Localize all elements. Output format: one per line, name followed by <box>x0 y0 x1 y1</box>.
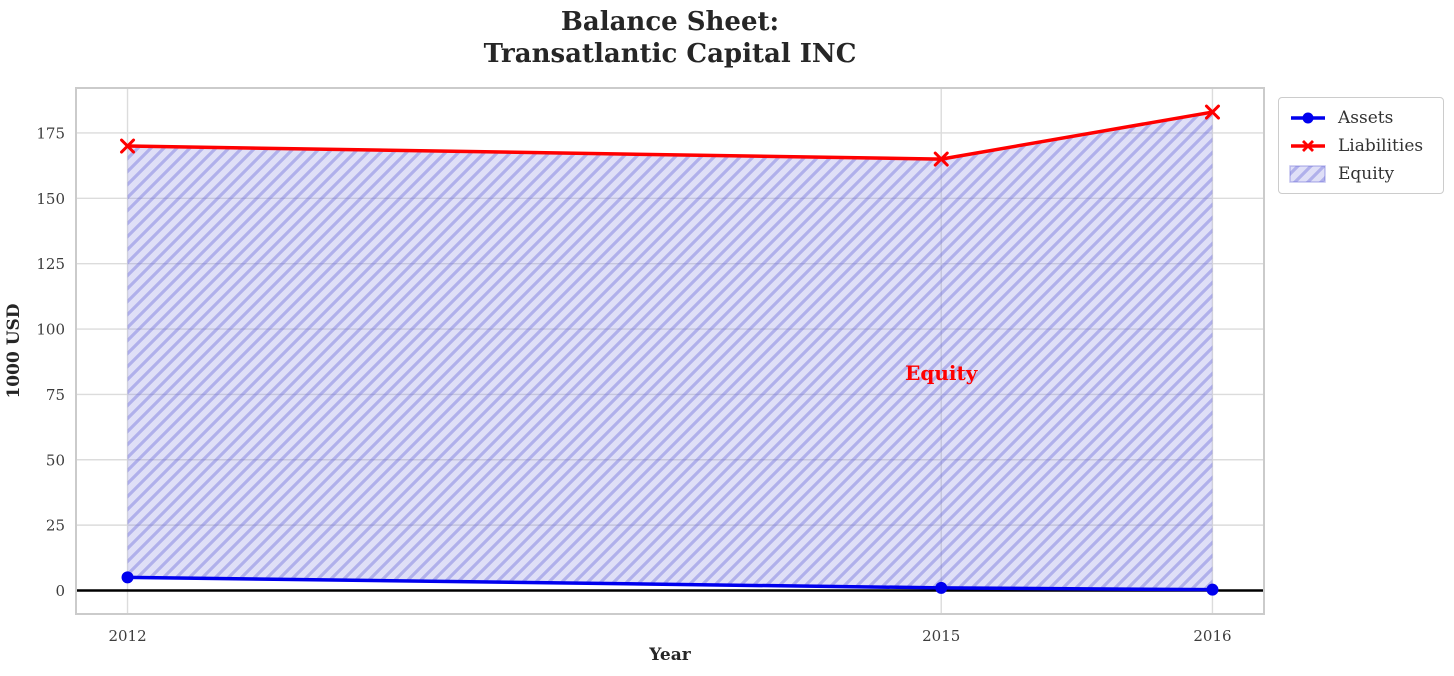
axes-spines <box>75 87 1265 615</box>
liabilities-line-swatch-icon <box>1291 139 1325 152</box>
legend-item-assets: Assets <box>1288 104 1434 131</box>
equity-area <box>127 112 1213 590</box>
assets-line-swatch-icon <box>1291 112 1325 123</box>
y-tick-label: 175 <box>36 124 65 142</box>
x-tick-label: 2016 <box>1193 627 1231 645</box>
equity-fill-area <box>127 112 1213 590</box>
x-axis-label: Year <box>649 645 691 665</box>
y-tick-label: 0 <box>55 582 65 600</box>
y-axis-label: 1000 USD <box>4 303 24 399</box>
y-tick-label: 75 <box>46 386 65 404</box>
equity-patch-swatch-icon <box>1289 164 1326 183</box>
legend-label-assets: Assets <box>1338 107 1394 128</box>
tick-labels: 2012 2015 2016 0 25 50 75 100 125 150 175 <box>36 124 1231 645</box>
y-tick-label: 50 <box>46 451 65 469</box>
y-tick-label: 125 <box>36 255 65 273</box>
legend-item-liabilities: Liabilities <box>1288 132 1434 159</box>
equity-annotation: Equity <box>905 361 978 386</box>
liabilities-marker <box>1204 104 1220 120</box>
y-tick-label: 100 <box>36 321 65 339</box>
y-tick-label: 25 <box>46 517 65 535</box>
assets-marker <box>1206 583 1219 596</box>
x-tick-label: 2012 <box>108 627 146 645</box>
y-tick-label: 150 <box>36 190 65 208</box>
assets-marker <box>121 571 134 584</box>
chart-title: Balance Sheet: Transatlantic Capital INC <box>483 7 857 69</box>
legend-label-liabilities: Liabilities <box>1338 135 1424 156</box>
legend-label-equity: Equity <box>1338 163 1395 184</box>
liabilities-marker <box>120 138 136 154</box>
legend: Assets Liabilities Equity <box>1278 97 1444 194</box>
assets-marker <box>935 581 948 594</box>
plot-border <box>75 87 1265 615</box>
x-tick-label: 2015 <box>922 627 960 645</box>
liabilities-marker <box>933 151 949 167</box>
data-series <box>120 104 1220 596</box>
legend-item-equity: Equity <box>1288 160 1434 187</box>
